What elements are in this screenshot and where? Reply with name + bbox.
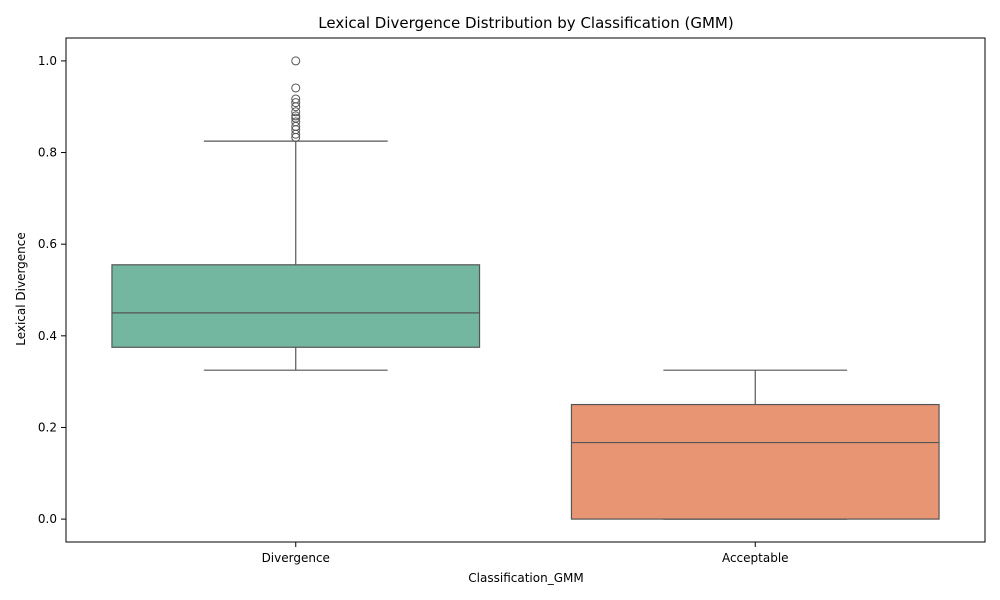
axes: Divergence Acceptable 0.0 0.2 0.4 0.6 0.8 1.0 <box>38 37 986 565</box>
box-group-divergence <box>111 56 481 371</box>
y-tick-label: 0.6 <box>38 237 57 251</box>
y-tick-label: 0.0 <box>38 512 57 526</box>
box-iqr <box>111 264 481 348</box>
outlier-point <box>291 113 301 123</box>
plot-area <box>111 56 940 520</box>
outlier-point <box>291 56 301 66</box>
y-tick-label: 1.0 <box>38 54 57 68</box>
outlier-point <box>291 83 301 93</box>
y-tick-label: 0.8 <box>38 146 57 160</box>
outlier-point <box>291 107 301 117</box>
box-group-acceptable <box>570 369 940 520</box>
outlier-point <box>291 98 301 108</box>
y-tick-label: 0.4 <box>38 329 57 343</box>
x-tick-label: Acceptable <box>722 551 789 565</box>
plot-frame <box>65 37 986 543</box>
x-axis-label: Classification_GMM <box>468 571 583 585</box>
outlier-point <box>291 111 301 121</box>
outlier-point <box>291 94 301 104</box>
outlier-point <box>291 117 301 127</box>
y-axis-label: Lexical Divergence <box>14 232 28 346</box>
y-tick-label: 0.2 <box>38 420 57 434</box>
box-iqr <box>570 403 940 520</box>
chart-title: Lexical Divergence Distribution by Class… <box>318 14 733 32</box>
x-tick-label: Divergence <box>262 551 330 565</box>
